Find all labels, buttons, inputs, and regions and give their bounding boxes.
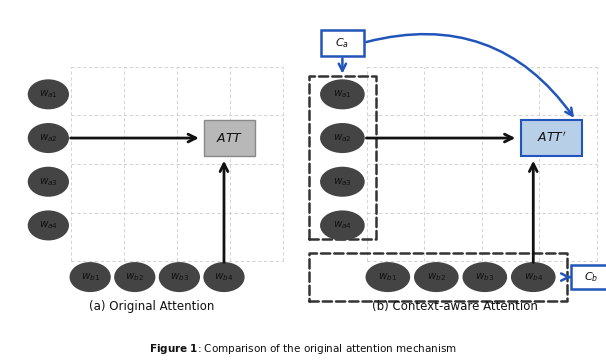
- Bar: [571, 265, 606, 289]
- Text: (a) Original Attention: (a) Original Attention: [89, 300, 214, 313]
- Text: $w_{b4}$: $w_{b4}$: [215, 271, 234, 283]
- Text: $ATT'$: $ATT'$: [537, 131, 566, 145]
- Text: $w_{b2}$: $w_{b2}$: [427, 271, 446, 283]
- Text: $w_{b3}$: $w_{b3}$: [475, 271, 494, 283]
- Circle shape: [512, 263, 554, 291]
- Text: $w_{a2}$: $w_{a2}$: [333, 132, 351, 144]
- Bar: [321, 30, 364, 55]
- Circle shape: [29, 80, 68, 108]
- Text: $w_{a4}$: $w_{a4}$: [333, 220, 352, 231]
- Circle shape: [321, 168, 364, 195]
- Circle shape: [29, 168, 68, 195]
- Text: $w_{a3}$: $w_{a3}$: [333, 176, 352, 188]
- Bar: [204, 120, 255, 156]
- Text: (b) Context-aware Attention: (b) Context-aware Attention: [371, 300, 538, 313]
- Text: $w_{a2}$: $w_{a2}$: [39, 132, 58, 144]
- Bar: [521, 120, 582, 156]
- Text: $C_b$: $C_b$: [584, 270, 598, 284]
- Text: $w_{b3}$: $w_{b3}$: [170, 271, 189, 283]
- Text: $ATT$: $ATT$: [216, 131, 243, 145]
- Circle shape: [321, 124, 364, 152]
- Circle shape: [160, 263, 199, 291]
- Text: $w_{a4}$: $w_{a4}$: [39, 220, 58, 231]
- Circle shape: [115, 263, 155, 291]
- Circle shape: [29, 212, 68, 239]
- Text: $w_{a3}$: $w_{a3}$: [39, 176, 58, 188]
- Text: $w_{b1}$: $w_{b1}$: [81, 271, 100, 283]
- Circle shape: [415, 263, 458, 291]
- Circle shape: [29, 124, 68, 152]
- Text: $w_{b4}$: $w_{b4}$: [524, 271, 543, 283]
- Text: $C_a$: $C_a$: [335, 36, 350, 50]
- Circle shape: [367, 263, 409, 291]
- Text: $w_{b1}$: $w_{b1}$: [378, 271, 398, 283]
- Circle shape: [321, 80, 364, 108]
- Text: $w_{b2}$: $w_{b2}$: [125, 271, 144, 283]
- Circle shape: [71, 263, 110, 291]
- Bar: [309, 253, 567, 301]
- Circle shape: [321, 212, 364, 239]
- Circle shape: [204, 263, 244, 291]
- Circle shape: [464, 263, 506, 291]
- Text: $w_{a1}$: $w_{a1}$: [39, 89, 58, 100]
- Text: $\bf{Figure\ 1}$: Comparison of the original attention mechanism: $\bf{Figure\ 1}$: Comparison of the orig…: [149, 342, 457, 356]
- Text: $w_{a1}$: $w_{a1}$: [333, 89, 352, 100]
- Bar: [309, 76, 376, 239]
